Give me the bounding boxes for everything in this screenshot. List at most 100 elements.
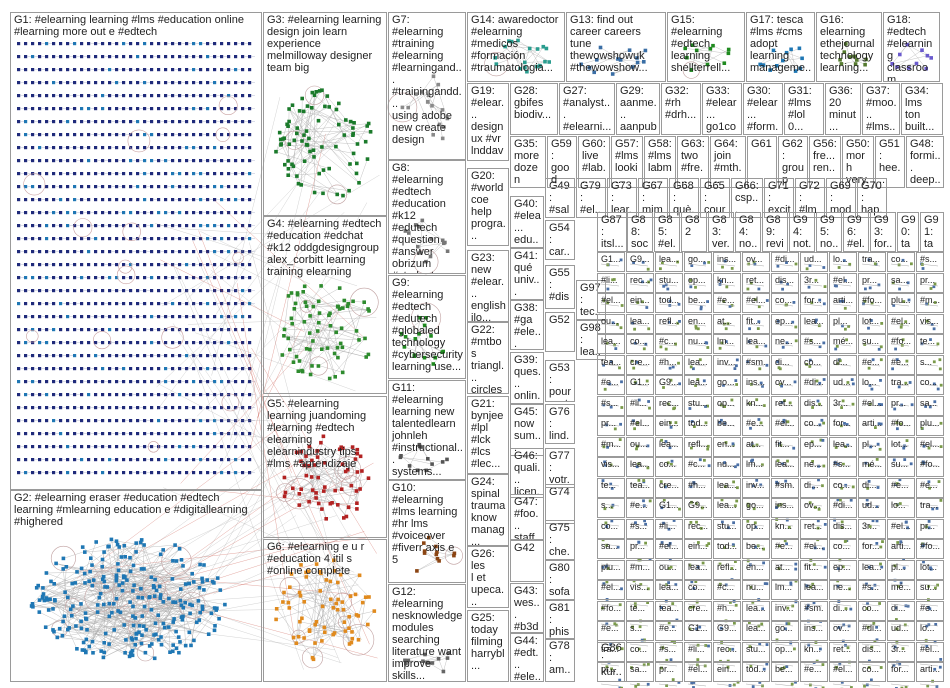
node [48, 597, 52, 602]
g1-node [185, 224, 189, 228]
group-box-g35: G35: more dozen awe... [510, 136, 546, 188]
g1-node [206, 159, 210, 163]
g1-node [122, 432, 126, 436]
g1-node [24, 250, 28, 254]
group-box-fragment: ou... [655, 559, 683, 580]
g1-node [206, 302, 210, 306]
g1-node [45, 133, 49, 137]
g1-node [38, 302, 42, 306]
node [332, 351, 337, 356]
cross-edge [208, 425, 291, 577]
g1-node [227, 185, 231, 189]
g1-node [248, 471, 252, 475]
group-label-fragment: #m... [920, 295, 941, 305]
cross-edge [196, 256, 362, 641]
g1-node [122, 94, 126, 98]
g1-node [38, 68, 42, 72]
group-label-g8: G8: #elearning #edtech #education #k12 #… [392, 162, 446, 273]
group-box-fragment: 3r... [829, 395, 857, 416]
group-box-g13: G13: find out career careers tune thewow… [566, 12, 666, 82]
group-box-g83: G83: ver... [708, 212, 734, 252]
g1-node [143, 289, 147, 293]
node [149, 575, 154, 579]
node [286, 173, 290, 177]
edge [135, 579, 208, 645]
group-label-fragment: be... [746, 541, 764, 551]
node [117, 583, 121, 587]
edge [323, 477, 369, 492]
g1-node [234, 68, 238, 72]
g1-node [234, 380, 238, 384]
node [312, 155, 316, 159]
g1-node [38, 159, 42, 163]
g1-node [52, 198, 56, 202]
group-label-fragment: ins... [717, 254, 737, 264]
node [107, 614, 112, 619]
g1-node [192, 445, 196, 449]
g1-node [143, 94, 147, 98]
g1-node [220, 393, 224, 397]
node [337, 286, 342, 290]
node [355, 142, 360, 146]
g1-node [108, 81, 112, 85]
g1-node [87, 211, 91, 215]
g1-node [185, 250, 189, 254]
group-label-g80: G80: sofa... [549, 562, 570, 599]
g1-node [192, 120, 196, 124]
group-label-g5: G5: #elearning learning juandoming #lear… [267, 398, 367, 470]
g1-node [17, 289, 21, 293]
g1-node [115, 432, 119, 436]
g1-node [206, 107, 210, 111]
group-label-fragment: nu... [717, 459, 735, 469]
g1-node [206, 172, 210, 176]
node [200, 580, 205, 584]
g1-node [234, 367, 238, 371]
g1-node [248, 185, 252, 189]
g1-node [143, 276, 147, 280]
g1-node [136, 172, 140, 176]
g1-node [234, 354, 238, 358]
g1-node [157, 68, 161, 72]
g1-node [59, 42, 63, 46]
g1-node [227, 172, 231, 176]
group-box-fragment: s... [597, 498, 625, 518]
g1-node [24, 289, 28, 293]
g1-node [38, 250, 42, 254]
g1-node [108, 315, 112, 319]
g1-node [220, 328, 224, 332]
g1-node [227, 68, 231, 72]
group-label-fragment: co... [659, 459, 677, 469]
g1-node [59, 302, 63, 306]
g1-node [122, 315, 126, 319]
edge [83, 565, 184, 643]
g1-node [87, 458, 91, 462]
g1-node [17, 55, 21, 59]
node [174, 559, 179, 563]
g1-node [206, 198, 210, 202]
node [366, 352, 371, 357]
g1-node [185, 185, 189, 189]
group-box-fragment: op... [684, 272, 712, 293]
g1-node [171, 237, 175, 241]
g1-node [227, 445, 231, 449]
node [128, 651, 133, 656]
g1-node [241, 471, 245, 475]
node [37, 610, 42, 614]
cross-edge [73, 458, 329, 615]
g1-node [213, 42, 217, 46]
g1-node [38, 185, 42, 189]
node [83, 611, 88, 615]
group-box-g2: G2: #elearning eraser #education #edtech… [10, 490, 262, 682]
group-box-fragment: #el... [597, 293, 625, 313]
g1-node [94, 393, 98, 397]
group-label-g85: G85: #el... [658, 214, 676, 251]
node [105, 585, 110, 589]
g1-node [185, 172, 189, 176]
g1-node [220, 211, 224, 215]
group-box-g22: G22: #mtbos triangl... circles altoget..… [467, 322, 509, 394]
g1-node [227, 315, 231, 319]
g1-node [94, 94, 98, 98]
g1-node [150, 55, 154, 59]
node [142, 567, 146, 571]
group-label-fragment: lot... [891, 438, 909, 449]
